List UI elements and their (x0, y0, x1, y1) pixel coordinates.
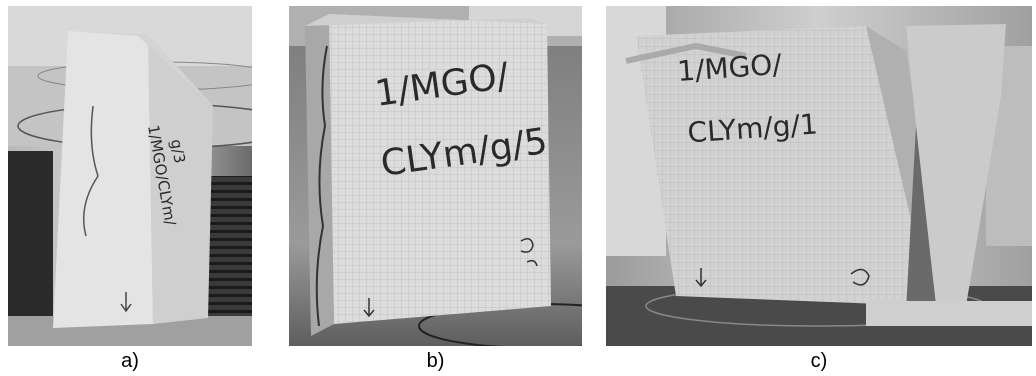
specimen-label-a-line-2: g/3 (167, 138, 189, 165)
photo-panel-a: 1/MGO/CLYm/ g/3 (8, 6, 252, 346)
specimen-photo-a (8, 6, 252, 346)
specimen-label-a: 1/MGO/CLYm/ g/3 (144, 124, 189, 228)
specimen-label-b-line-1: 1/MGO/ (373, 55, 513, 114)
photo-panel-c: 1/MGO/ CLYm/g/1 (606, 6, 1032, 346)
specimen-photo-c (606, 6, 1032, 346)
caption-c: c) (810, 350, 828, 372)
caption-a: a) (121, 350, 139, 372)
specimen-photo-b (289, 6, 582, 346)
specimen-label-c: 1/MGO/ CLYm/g/1 (676, 48, 819, 150)
specimen-label-c-line-1: 1/MGO/ (676, 48, 783, 88)
photo-panel-b: 1/MGO/ CLYm/g/5 (289, 6, 582, 346)
caption-b: b) (426, 350, 445, 372)
specimen-label-b: 1/MGO/ CLYm/g/5 (373, 55, 550, 185)
specimen-label-b-line-2: CLYm/g/5 (378, 121, 550, 185)
specimen-label-c-line-2: CLYm/g/1 (686, 107, 818, 149)
